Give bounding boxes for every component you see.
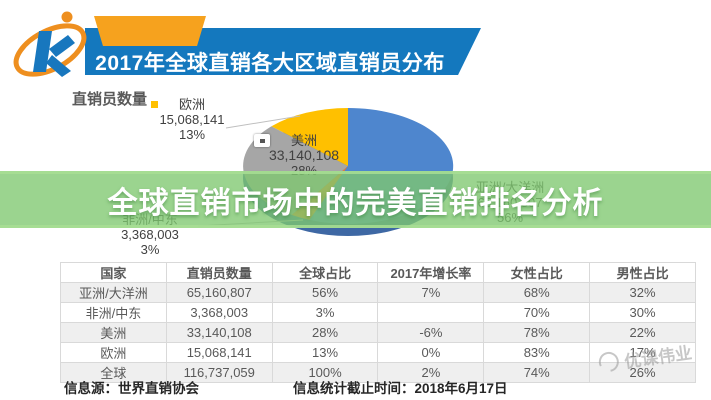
- stats-table-body: 亚洲/大洋洲 65,160,807 56% 7% 68% 32% 非洲/中东 3,368,00…: [60, 282, 696, 383]
- table-cell: 7%: [377, 282, 485, 303]
- table-row: 非洲/中东 3,368,003 3% 70% 30%: [60, 302, 696, 323]
- table-header-row: 国家 直销员数量 全球占比 2017年增长率 女性占比 男性占比: [60, 262, 696, 283]
- table-cell: -6%: [377, 322, 485, 343]
- table-cell: 22%: [589, 322, 696, 343]
- table-header-cell: 国家: [60, 262, 167, 283]
- pie-label-europe-value: 15,068,141: [159, 112, 225, 127]
- table-cell: 65,160,807: [165, 282, 273, 303]
- overlay-banner: 全球直销市场中的完美直销排名分析: [0, 171, 711, 228]
- table-cell: 68%: [483, 282, 591, 303]
- table-cell: 100%: [271, 362, 379, 383]
- callout-marker-icon: [254, 134, 270, 147]
- table-cell: 28%: [271, 322, 379, 343]
- pie-label-europe-name: 欧洲: [178, 97, 205, 112]
- pie-series-label: 直销员数量: [72, 88, 159, 109]
- table-header-cell: 女性占比: [483, 262, 591, 283]
- overlay-title: 全球直销市场中的完美直销排名分析: [107, 186, 604, 220]
- table-cell: 美洲: [60, 322, 167, 343]
- table-header-cell: 2017年增长率: [377, 262, 485, 283]
- footer-cutoff: 信息统计截止时间：2018年6月17日: [293, 381, 508, 396]
- table-cell: 83%: [483, 342, 591, 363]
- leader-line-europe: [225, 115, 301, 129]
- table-row: 亚洲/大洋洲 65,160,807 56% 7% 68% 32%: [60, 282, 696, 303]
- table-cell: 32%: [589, 282, 696, 303]
- table-cell: 15,068,141: [165, 342, 273, 363]
- company-logo: [13, 11, 87, 77]
- pie-label-europe: 欧洲 15,068,141 13%: [130, 97, 254, 142]
- table-cell: 3,368,003: [165, 302, 273, 323]
- table-header-cell: 直销员数量: [165, 262, 273, 283]
- table-header-cell: 男性占比: [589, 262, 696, 283]
- stats-table-head: 国家 直销员数量 全球占比 2017年增长率 女性占比 男性占比: [60, 262, 696, 283]
- table-cell: 亚洲/大洋洲: [60, 282, 167, 303]
- table-cell: 30%: [589, 302, 696, 323]
- pie-slice-europe: [271, 108, 348, 166]
- table-cell: 0%: [377, 342, 485, 363]
- table-cell: 116,737,059: [165, 362, 273, 383]
- pie-label-europe-percent: 13%: [178, 127, 206, 142]
- page-title: 2017年全球直销各大区域直销员分布: [95, 52, 445, 75]
- pie-label-africa-value: 3,368,003: [121, 227, 179, 242]
- legend-swatch-icon: [151, 101, 159, 108]
- table-header-cell: 全球占比: [271, 262, 379, 283]
- logo-k-arm: [49, 35, 75, 57]
- table-row: 欧洲 15,068,141 13% 0% 83% 17%: [60, 342, 696, 363]
- stats-table: 国家 直销员数量 全球占比 2017年增长率 女性占比 男性占比 亚洲/大洋洲 65,160…: [60, 262, 696, 383]
- table-cell: 全球: [60, 362, 167, 383]
- table-cell: 78%: [483, 322, 591, 343]
- pie-label-africa-percent: 3%: [140, 242, 160, 257]
- table-cell: 70%: [483, 302, 591, 323]
- table-cell: 74%: [483, 362, 591, 383]
- table-cell: [377, 302, 485, 323]
- pie-label-americas-name: 美洲: [290, 133, 317, 148]
- table-cell: 3%: [271, 302, 379, 323]
- footer-source: 信息源：世界直销协会: [64, 381, 199, 396]
- table-row: 美洲 33,140,108 28% -6% 78% 22%: [60, 322, 696, 343]
- table-cell: 56%: [271, 282, 379, 303]
- table-cell: 2%: [377, 362, 485, 383]
- table-cell: 非洲/中东: [60, 302, 167, 323]
- pie-series-label-text: 直销员数量: [72, 91, 148, 108]
- logo-dot-icon: [61, 11, 73, 23]
- table-cell: 26%: [589, 362, 696, 383]
- table-cell: 33,140,108: [165, 322, 273, 343]
- table-cell: 欧洲: [60, 342, 167, 363]
- banner-orange-tab: [94, 16, 206, 46]
- logo-k-leg: [46, 55, 71, 77]
- table-cell: 13%: [271, 342, 379, 363]
- pie-label-americas-value: 33,140,108: [268, 147, 340, 163]
- table-cell: 17%: [589, 342, 696, 363]
